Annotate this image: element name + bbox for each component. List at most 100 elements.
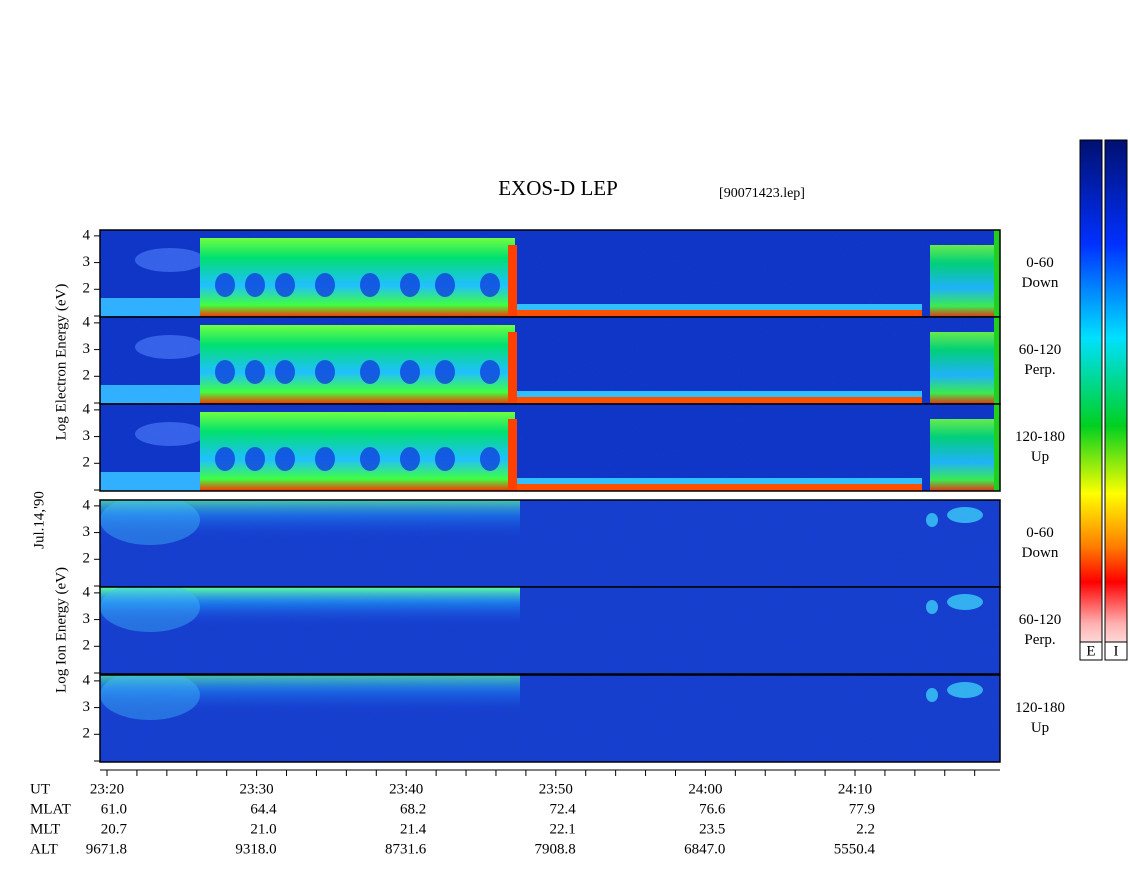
spectrogram-patch xyxy=(135,248,205,272)
y-tick-label: 4 xyxy=(83,314,91,330)
spectrogram-patch xyxy=(135,422,205,446)
panel-angle: 60-120 xyxy=(1019,342,1062,358)
y-tick-label: 2 xyxy=(83,368,91,384)
panel xyxy=(100,404,1000,491)
ephemeris-value: 61.0 xyxy=(101,801,127,817)
ephemeris-value: 23.5 xyxy=(699,821,725,837)
spectrogram-patch xyxy=(435,447,455,471)
y-tick-label: 3 xyxy=(83,341,91,357)
spectrogram-patch xyxy=(947,507,983,523)
title: EXOS-D LEP xyxy=(498,176,618,200)
ephemeris-value: 5550.4 xyxy=(834,841,876,857)
spectrogram-patch xyxy=(400,273,420,297)
ephemeris-value: 22.1 xyxy=(550,821,576,837)
spectrogram-patch xyxy=(926,600,938,614)
panel-frame xyxy=(99,586,1001,675)
spectrogram-patch xyxy=(245,360,265,384)
colorbar-e xyxy=(1079,139,1103,661)
y-tick-label: 2 xyxy=(83,455,91,471)
spectrogram-patch xyxy=(215,273,235,297)
spectrogram-patch xyxy=(100,472,200,491)
spectrogram-patch xyxy=(994,404,1000,491)
spectrogram-patch xyxy=(947,682,983,698)
ephemeris-value: 9671.8 xyxy=(86,841,127,857)
colorbar-box xyxy=(1079,641,1103,661)
spectrogram-patch xyxy=(517,484,922,491)
panel-frame xyxy=(99,674,1001,763)
ephemeris-value: 68.2 xyxy=(400,801,426,817)
spectrogram-patch xyxy=(930,419,995,491)
panel-direction: Down xyxy=(1022,545,1059,561)
panel-angle: 60-120 xyxy=(1019,612,1062,628)
panel-angle: 0-60 xyxy=(1026,525,1054,541)
colorbar-label: E xyxy=(1086,643,1095,659)
ephemeris-value: 72.4 xyxy=(550,801,577,817)
y-tick-label: 2 xyxy=(83,281,91,297)
spectrogram-patch xyxy=(100,675,200,720)
spectrogram-patch xyxy=(508,419,517,491)
panel xyxy=(100,230,1000,317)
ephemeris-value: 24:00 xyxy=(688,781,722,797)
ephemeris-value: 20.7 xyxy=(101,821,128,837)
panel xyxy=(100,587,1000,674)
spectrogram-patch xyxy=(100,675,520,715)
spectrogram-patch xyxy=(360,273,380,297)
panel-angle: 120-180 xyxy=(1015,429,1065,445)
spectrogram-patch xyxy=(926,688,938,702)
ion-axis-label: Log Ion Energy (eV) xyxy=(53,567,69,693)
ephemeris-value: 2.2 xyxy=(856,821,875,837)
spectrogram-patch xyxy=(100,500,520,540)
colorbar-i xyxy=(1104,139,1128,661)
ephemeris-label: MLAT xyxy=(30,801,71,817)
panel-direction: Down xyxy=(1022,275,1059,291)
spectrogram-patch xyxy=(135,335,205,359)
spectrogram-patch xyxy=(315,447,335,471)
panel-angle: 120-180 xyxy=(1015,700,1065,716)
ephemeris-value: 9318.0 xyxy=(235,841,276,857)
spectrogram-patch xyxy=(480,273,500,297)
spectrogram-patch xyxy=(517,310,922,317)
y-tick-label: 2 xyxy=(83,726,91,742)
ephemeris-value: 76.6 xyxy=(699,801,726,817)
ephemeris-value: 21.4 xyxy=(400,821,427,837)
spectrogram-patch xyxy=(480,360,500,384)
spectrogram-patch xyxy=(100,385,200,404)
ephemeris-value: 6847.0 xyxy=(684,841,725,857)
y-tick-label: 2 xyxy=(83,551,91,567)
panel-frame xyxy=(99,403,1001,492)
y-tick-label: 4 xyxy=(83,401,91,417)
panel xyxy=(100,675,1000,762)
electron-axis-label: Log Electron Energy (eV) xyxy=(53,284,69,441)
spectrogram-patch xyxy=(400,360,420,384)
spectrogram-patch xyxy=(100,587,200,632)
spectrogram-patch xyxy=(215,447,235,471)
spectrogram-patch xyxy=(360,447,380,471)
spectrogram-patch xyxy=(508,245,517,317)
ephemeris-label: MLT xyxy=(30,821,60,837)
ephemeris-value: 23:40 xyxy=(389,781,423,797)
spectrogram-patch xyxy=(400,447,420,471)
spectrogram-patch xyxy=(947,594,983,610)
colorbar-label: I xyxy=(1114,643,1119,659)
spectrogram-patch xyxy=(100,587,520,627)
file-name: [90071423.lep] xyxy=(719,186,805,201)
y-tick-label: 4 xyxy=(83,497,91,513)
y-tick-label: 3 xyxy=(83,611,91,627)
date-label: Jul.14,'90 xyxy=(31,491,47,549)
ephemeris-label: ALT xyxy=(30,841,58,857)
y-tick-label: 3 xyxy=(83,524,91,540)
spectrogram-patch xyxy=(994,230,1000,317)
ephemeris-value: 24:10 xyxy=(838,781,872,797)
panel xyxy=(100,317,1000,404)
panel-direction: Perp. xyxy=(1024,362,1055,378)
spectrogram-patch xyxy=(275,360,295,384)
panel-angle: 0-60 xyxy=(1026,255,1054,271)
colorbar-box xyxy=(1104,641,1128,661)
y-tick-label: 3 xyxy=(83,428,91,444)
spectrogram-patch xyxy=(930,245,995,317)
y-tick-label: 3 xyxy=(83,254,91,270)
spectrogram-patch xyxy=(275,273,295,297)
spectrogram-patch xyxy=(315,273,335,297)
y-tick-label: 4 xyxy=(83,584,91,600)
